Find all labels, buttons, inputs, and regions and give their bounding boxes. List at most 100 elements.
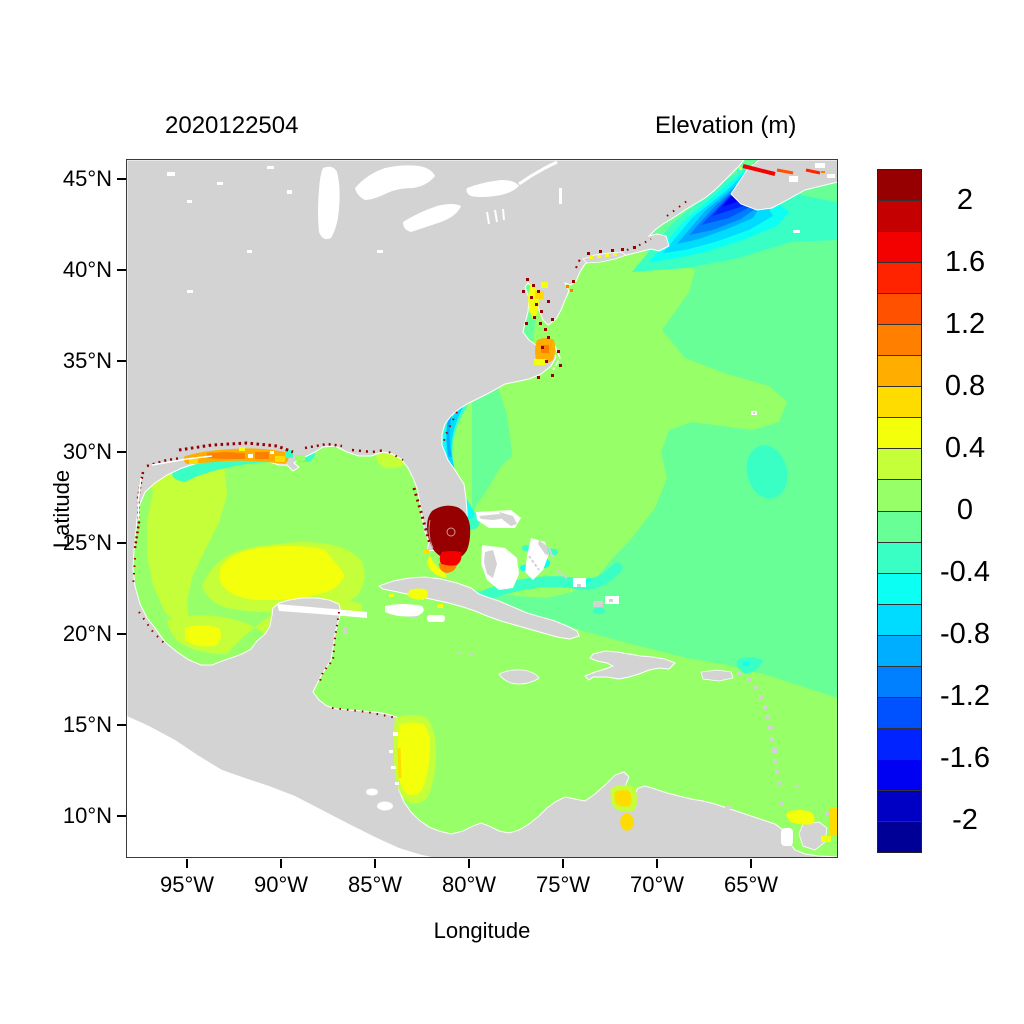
cozumel [344,628,347,634]
honduras-nicaragua-patch [389,715,437,804]
tick-mark [516,859,610,868]
map-canvas [127,160,838,858]
pacific-mask [127,716,437,858]
maracaibo-patch [610,785,637,834]
colorbar-tick-label: -1.6 [940,741,990,774]
y-tick-label: 25°N [62,529,112,555]
batabano-mask [385,604,424,617]
x-axis-title: Longitude [433,918,531,943]
south-florida-flood [427,505,471,560]
x-tick-label: 95°W [159,872,215,897]
colorbar-cell [878,728,921,760]
colorbar-cell [878,232,921,264]
colorbar-cell [878,480,921,512]
cuba [377,576,580,640]
colorbar-cell [878,635,921,667]
colorbar-tick-label: 1.2 [944,307,986,340]
cuba-lagoons [389,588,443,608]
colorbar-cell [878,790,921,822]
colorbar-cell [878,604,921,636]
louisiana-flood [183,447,305,464]
land [127,160,838,858]
y-axis-title: Latitude [49,469,74,549]
x-tick-label: 70°W [629,872,685,897]
tick-mark [117,133,126,224]
long-island-specks [587,246,636,259]
cayman [457,652,462,654]
tick-mark [704,859,798,868]
colorbar-cell [878,449,921,481]
colorbar-cell [878,170,921,202]
tick-mark [117,497,126,588]
colorbar-tick-label: 0.4 [944,431,986,464]
lesser-antilles [725,672,799,809]
colorbar-tick-label: 0 [956,493,974,526]
y-tick-label: 20°N [62,620,112,646]
trinidad [798,821,828,851]
y-tick-label: 30°N [62,438,112,464]
colorbar-cell [878,356,921,388]
colorbar-cell [878,821,921,853]
colorbar-cell [878,573,921,605]
y-tick-label: 10°N [62,802,112,828]
colorbar-cell [878,511,921,543]
tick-mark [117,315,126,406]
coastal-wet-cells [132,197,692,719]
colorbar-cell [878,387,921,419]
x-tick-label: 80°W [441,872,497,897]
great-lakes [167,160,562,293]
colorbar-tick-label: -2 [952,803,978,836]
bahamas [476,510,619,607]
hispaniola [584,650,676,681]
x-tick-label: 85°W [347,872,403,897]
puertorico-wedge [736,657,763,674]
tick-mark [328,859,422,868]
x-tick-label: 75°W [535,872,591,897]
colorbar-title: Elevation (m) [655,112,797,139]
x-tick-label: 90°W [253,872,309,897]
colorbar-cell [878,294,921,326]
colorbar-tick-label: -0.8 [940,617,990,650]
tick-mark [140,859,234,868]
y-tick-labels: 45°N 40°N 35°N 30°N 25°N 20°N 15°N 10°N [30,133,112,861]
timestamp-title: 2020122504 [165,112,299,139]
colorbar-tick-label: 1.6 [944,245,986,278]
tick-mark [422,859,516,868]
colorbar-tick-label: -1.2 [940,679,990,712]
tick-mark [117,770,126,861]
campeche-bank-mask [277,604,367,618]
colorbar-cell [878,201,921,233]
y-tick-label: 45°N [62,165,112,191]
jamaica [498,669,540,685]
minas-streaks [737,164,825,176]
bermuda [751,411,757,415]
barrier-islands [137,345,561,521]
tick-mark [117,406,126,497]
colorbar-cell [878,325,921,357]
flood-overlays [132,164,838,842]
y-tick-label: 35°N [62,347,112,373]
tick-mark [117,588,126,679]
colorbar-tick-label: 2 [956,183,974,216]
tick-mark [234,859,328,868]
tick-mark [117,679,126,770]
puerto-rico [700,669,734,682]
colorbar-cell [878,263,921,295]
x-tick-marks [140,859,798,868]
plot-border [126,159,838,858]
colorbar-tick-label: 0.8 [944,369,986,402]
colorbar-cell [878,697,921,729]
colorbar [877,169,922,853]
midatlantic-oval [746,445,788,499]
gulf-of-paria-mask [781,828,793,846]
tick-mark [610,859,704,868]
y-tick-label: 15°N [62,711,112,737]
colorbar-cell [878,542,921,574]
trinidad-patches [786,808,838,842]
y-tick-marks [117,133,126,861]
colorbar-cell [878,666,921,698]
colorbar-cell [878,418,921,450]
tick-mark [117,224,126,315]
x-tick-label: 65°W [723,872,779,897]
